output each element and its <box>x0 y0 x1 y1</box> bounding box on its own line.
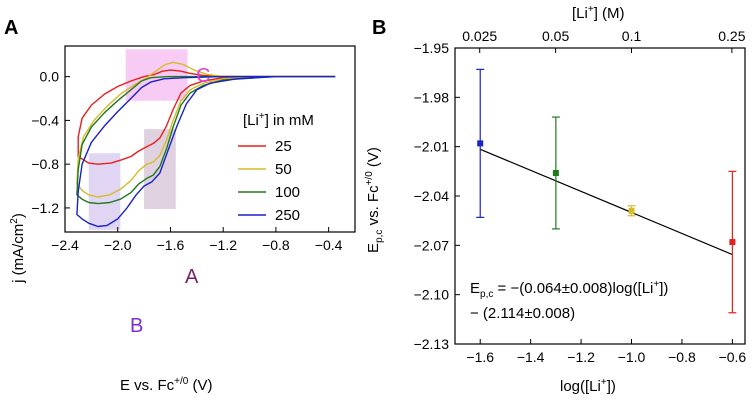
x-tick-label: −1.2 <box>209 237 237 253</box>
panel-b-y-axis-label: Ep,c vs. Fc+/0 (V) <box>364 147 385 253</box>
y-tick-label: 0.0 <box>40 69 60 85</box>
point-marker <box>552 169 559 176</box>
cv-series-50 <box>76 61 336 198</box>
data-point-4 <box>728 170 737 314</box>
equation-line-1: Ep,c = −(0.064±0.008)log([Li+]) <box>470 279 668 300</box>
y-tick-label: −0.4 <box>31 112 59 128</box>
y-tick-label: −2.07 <box>414 237 450 253</box>
legend-label-25: 25 <box>275 138 292 155</box>
panel-label-b: B <box>372 17 386 39</box>
panel-a-y-axis-label: j (mA/cm2) <box>9 213 27 284</box>
panel-a-plot: −2.4 −2.0 −1.6 −1.2 −0.8 −0.40.0−0.4−0.8−1.2 … <box>9 45 356 394</box>
x-tick-label: −0.4 <box>315 237 343 253</box>
x-tick-label: −0.8 <box>668 349 696 365</box>
point-marker <box>628 207 635 214</box>
panel-b-frame <box>454 47 746 345</box>
top-tick-label: 0.05 <box>542 28 569 44</box>
cv-curves <box>76 61 336 228</box>
annotation-c: C <box>196 65 210 87</box>
annotation-b: B <box>130 315 143 337</box>
regression-line <box>479 148 733 256</box>
panel-a-frame <box>64 45 356 233</box>
y-tick-label: −2.13 <box>414 336 450 352</box>
data-point-2 <box>551 116 560 230</box>
x-tick-label: −0.6 <box>719 349 747 365</box>
cv-series-100 <box>76 75 336 205</box>
legend-label-50: 50 <box>275 161 292 178</box>
data-points <box>476 68 737 314</box>
panel-b-ticks: −1.6 −1.4 −1.2 −1.0 −0.8 −0.6 −1.95 −1.98 −2.01 −… <box>414 28 747 365</box>
legend-label-250: 250 <box>275 207 300 224</box>
top-tick-label: 0.25 <box>718 28 745 44</box>
panel-b-x-axis-label: log([Li+]) <box>560 377 616 395</box>
y-tick-label: −1.95 <box>414 40 450 56</box>
point-marker <box>477 140 484 147</box>
x-tick-label: −0.8 <box>262 237 290 253</box>
data-point-3 <box>627 205 636 217</box>
top-tick-label: 0.025 <box>462 28 497 44</box>
y-tick-label: −0.8 <box>31 156 59 172</box>
y-tick-label: −1.2 <box>31 200 59 216</box>
y-tick-label: −2.04 <box>414 188 450 204</box>
x-tick-label: −1.0 <box>618 349 646 365</box>
top-tick-label: 0.1 <box>622 28 642 44</box>
y-tick-label: −2.01 <box>414 139 450 155</box>
y-tick-label: −2.10 <box>414 287 450 303</box>
panel-b-plot: −1.6 −1.4 −1.2 −1.0 −0.8 −0.6 −1.95 −1.98 −2.01 −… <box>364 4 746 395</box>
point-marker <box>729 239 736 246</box>
x-tick-label: −1.6 <box>157 237 185 253</box>
x-tick-label: −2.4 <box>51 237 79 253</box>
cv-series-250 <box>76 75 336 228</box>
legend-label-100: 100 <box>275 184 300 201</box>
legend: 25 50 100 250 <box>238 138 300 224</box>
fit-line <box>479 148 733 256</box>
panel-label-a: A <box>4 17 18 39</box>
data-point-1 <box>476 68 485 218</box>
annotation-a: A <box>185 266 199 288</box>
equation-line-2: − (2.114±0.008) <box>470 305 575 322</box>
y-tick-label: −1.98 <box>414 89 450 105</box>
legend-title: [Li+] in mM <box>243 111 314 129</box>
x-tick-label: −1.2 <box>567 349 595 365</box>
x-tick-label: −1.4 <box>517 349 545 365</box>
panel-b-top-axis-label: [Li+] (M) <box>572 4 625 22</box>
panel-a-x-axis-label: E vs. Fc+/0 (V) <box>120 376 213 394</box>
region-c <box>125 49 188 101</box>
panel-a-ticks: −2.4 −2.0 −1.6 −1.2 −0.8 −0.4 0.0 −0.4 −0.8 −1.2 <box>31 69 342 253</box>
x-tick-label: −1.6 <box>466 349 494 365</box>
x-tick-label: −2.0 <box>104 237 132 253</box>
